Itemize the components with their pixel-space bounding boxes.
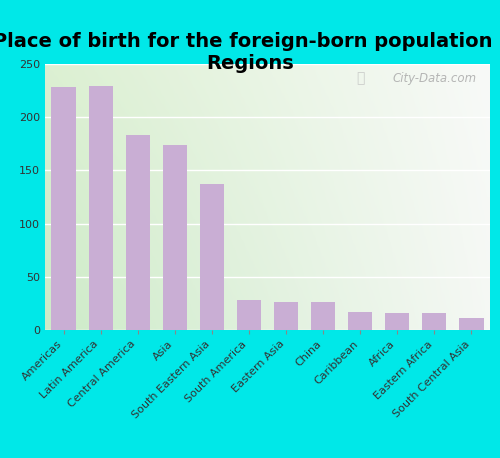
Bar: [237, 300, 261, 330]
Text: ⓘ: ⓘ: [356, 71, 365, 85]
Bar: [200, 184, 224, 330]
Bar: [385, 313, 409, 330]
Bar: [162, 145, 187, 330]
Text: City-Data.com: City-Data.com: [392, 72, 476, 85]
Bar: [348, 312, 372, 330]
Text: Place of birth for the foreign-born population -
Regions: Place of birth for the foreign-born popu…: [0, 32, 500, 73]
Bar: [88, 87, 112, 330]
Bar: [274, 302, 298, 330]
Bar: [460, 318, 483, 330]
Bar: [422, 313, 446, 330]
Bar: [311, 302, 335, 330]
Bar: [52, 87, 76, 330]
Bar: [126, 135, 150, 330]
